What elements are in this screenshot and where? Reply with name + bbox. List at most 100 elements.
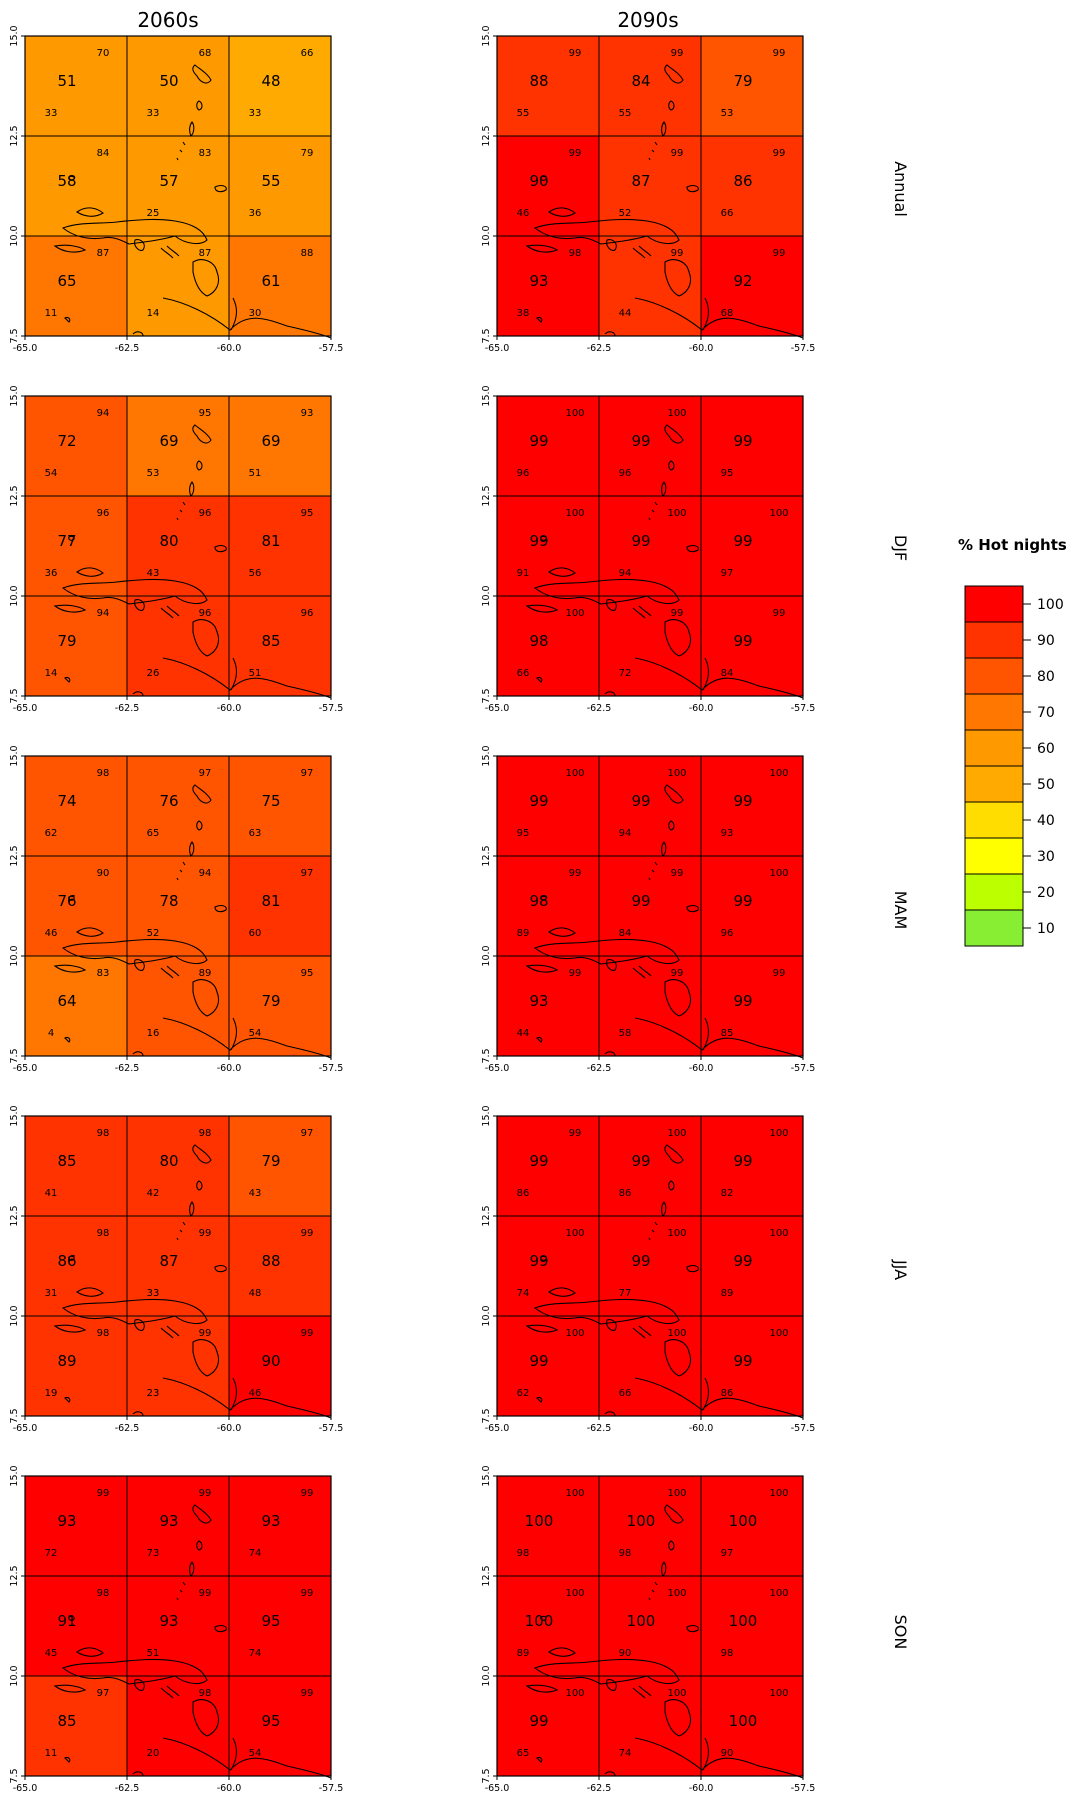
grid-cell bbox=[25, 596, 127, 696]
cell-value: 58 bbox=[57, 172, 76, 190]
cell-min: 66 bbox=[619, 1388, 632, 1399]
cell-min: 74 bbox=[249, 1548, 262, 1559]
cell-min: 95 bbox=[517, 828, 530, 839]
cell-value: 93 bbox=[261, 1512, 280, 1530]
y-tick-label: 15.0 bbox=[9, 1465, 20, 1486]
cell-value: 86 bbox=[57, 1252, 76, 1270]
y-tick-label: 7.5 bbox=[9, 688, 20, 703]
cell-min: 95 bbox=[721, 468, 734, 479]
x-tick-label: -65.0 bbox=[485, 1423, 510, 1434]
cell-value: 85 bbox=[261, 632, 280, 650]
cell-min: 90 bbox=[721, 1748, 734, 1759]
cell-value: 69 bbox=[159, 432, 178, 450]
cell-min: 72 bbox=[619, 668, 632, 679]
grid-cell bbox=[701, 1116, 803, 1216]
x-tick-label: -65.0 bbox=[485, 1063, 510, 1074]
cell-value: 77 bbox=[57, 532, 76, 550]
cell-max: 100 bbox=[565, 1588, 584, 1599]
cell-min: 96 bbox=[619, 468, 632, 479]
x-tick-label: -60.0 bbox=[689, 703, 714, 714]
cell-min: 96 bbox=[517, 468, 530, 479]
cell-max: 99 bbox=[773, 148, 786, 159]
legend-swatch bbox=[964, 909, 1024, 947]
cell-min: 56 bbox=[249, 568, 262, 579]
cell-min: 85 bbox=[721, 1028, 734, 1039]
cell-min: 11 bbox=[45, 308, 58, 319]
cell-min: 14 bbox=[147, 308, 160, 319]
grid-cell bbox=[497, 756, 599, 856]
grid-cell bbox=[127, 396, 229, 496]
cell-min: 58 bbox=[619, 1028, 632, 1039]
grid-cell bbox=[497, 1116, 599, 1216]
cell-value: 99 bbox=[529, 1252, 548, 1270]
grid-cell bbox=[701, 136, 803, 236]
cell-max: 100 bbox=[565, 1688, 584, 1699]
cell-value: 88 bbox=[529, 72, 548, 90]
cell-max: 99 bbox=[97, 1488, 110, 1499]
cell-max: 100 bbox=[769, 1128, 788, 1139]
cell-value: 99 bbox=[529, 1152, 548, 1170]
grid-cell bbox=[229, 856, 331, 956]
cell-value: 50 bbox=[159, 72, 178, 90]
cell-value: 81 bbox=[261, 892, 280, 910]
cell-value: 80 bbox=[159, 532, 178, 550]
cell-min: 51 bbox=[249, 468, 262, 479]
grid-cell bbox=[599, 396, 701, 496]
cell-value: 93 bbox=[57, 1512, 76, 1530]
map-frame bbox=[496, 35, 804, 337]
grid-cell bbox=[229, 396, 331, 496]
cell-max: 100 bbox=[667, 1328, 686, 1339]
cell-value: 64 bbox=[57, 992, 76, 1010]
cell-min: 36 bbox=[249, 208, 262, 219]
y-tick-label: 12.5 bbox=[481, 485, 492, 506]
grid-cell bbox=[229, 136, 331, 236]
cell-min: 98 bbox=[619, 1548, 632, 1559]
grid-cell bbox=[701, 856, 803, 956]
grid-cell bbox=[497, 396, 599, 496]
cell-max: 68 bbox=[199, 48, 212, 59]
map-frame bbox=[24, 755, 332, 1057]
y-tick-label: 12.5 bbox=[481, 1565, 492, 1586]
grid-cell bbox=[25, 1476, 127, 1576]
cell-min: 84 bbox=[619, 928, 632, 939]
x-tick-label: -62.5 bbox=[587, 1423, 612, 1434]
x-tick-label: -57.5 bbox=[791, 343, 816, 354]
cell-min: 33 bbox=[45, 108, 58, 119]
cell-value: 75 bbox=[261, 792, 280, 810]
cell-max: 99 bbox=[671, 608, 684, 619]
cell-min: 74 bbox=[517, 1288, 530, 1299]
cell-max: 96 bbox=[199, 608, 212, 619]
grid-cell bbox=[599, 596, 701, 696]
cell-min: 46 bbox=[45, 928, 58, 939]
cell-max: 100 bbox=[769, 868, 788, 879]
cell-value: 98 bbox=[529, 892, 548, 910]
cell-max: 99 bbox=[671, 248, 684, 259]
grid-cell bbox=[497, 1316, 599, 1416]
y-tick-label: 15.0 bbox=[9, 1105, 20, 1126]
grid-cell bbox=[25, 1116, 127, 1216]
cell-min: 44 bbox=[619, 308, 632, 319]
cell-value: 92 bbox=[733, 272, 752, 290]
cell-value: 99 bbox=[529, 532, 548, 550]
cell-max: 99 bbox=[569, 1128, 582, 1139]
cell-min: 26 bbox=[147, 668, 160, 679]
cell-value: 80 bbox=[159, 1152, 178, 1170]
x-tick-label: -60.0 bbox=[689, 343, 714, 354]
grid-cell bbox=[127, 1476, 229, 1576]
cell-max: 90 bbox=[97, 868, 110, 879]
cell-min: 63 bbox=[249, 828, 262, 839]
cell-max: 100 bbox=[667, 508, 686, 519]
cell-max: 87 bbox=[97, 248, 110, 259]
y-tick-label: 7.5 bbox=[481, 1048, 492, 1063]
x-tick-label: -57.5 bbox=[319, 1783, 344, 1794]
cell-max: 99 bbox=[199, 1588, 212, 1599]
cell-min: 93 bbox=[721, 828, 734, 839]
cell-max: 100 bbox=[769, 508, 788, 519]
cell-max: 97 bbox=[97, 1688, 110, 1699]
grid-cell bbox=[497, 956, 599, 1056]
cell-max: 100 bbox=[565, 508, 584, 519]
cell-min: 36 bbox=[45, 568, 58, 579]
cell-max: 100 bbox=[565, 1228, 584, 1239]
cell-max: 98 bbox=[97, 1128, 110, 1139]
